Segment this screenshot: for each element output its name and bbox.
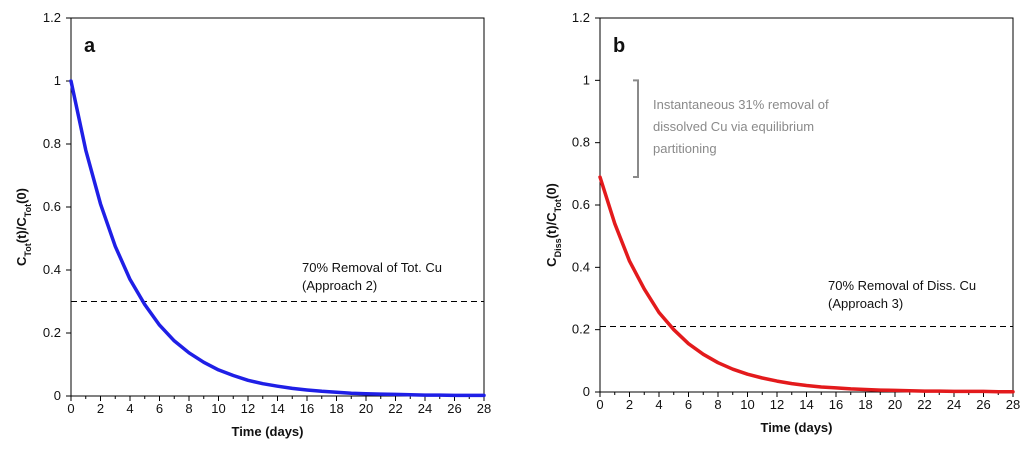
y-tick-label: 0 bbox=[54, 388, 61, 403]
x-tick-label: 26 bbox=[447, 401, 461, 416]
y-tick-label: 0.8 bbox=[43, 136, 61, 151]
x-tick-label: 6 bbox=[156, 401, 163, 416]
chart-panel-a: 00.20.40.60.811.20 2 4 6 8 10 12 14 16 18 20 22 24 26… bbox=[14, 10, 491, 439]
x-tick-label: 2 bbox=[626, 397, 633, 412]
y-tick-label: 0.4 bbox=[43, 262, 61, 277]
x-tick-label: 20 bbox=[359, 401, 373, 416]
x-tick-label: 14 bbox=[270, 401, 284, 416]
y-tick-label: 0.4 bbox=[572, 259, 590, 274]
x-tick-label: 0 bbox=[596, 397, 603, 412]
x-tick-label: 8 bbox=[185, 401, 192, 416]
annotation: 70% Removal of Tot. Cu bbox=[302, 260, 442, 275]
x-tick-label: 16 bbox=[829, 397, 843, 412]
x-tick-label: 22 bbox=[917, 397, 931, 412]
series-line-b bbox=[598, 175, 1015, 394]
x-tick-label: 8 bbox=[714, 397, 721, 412]
x-tick-label: 10 bbox=[740, 397, 754, 412]
y-axis-label: CDiss(t)/CTot(0) bbox=[544, 183, 563, 267]
x-axis-label: Time (days) bbox=[760, 420, 832, 435]
y-tick-label: 1 bbox=[54, 73, 61, 88]
x-tick-label: 12 bbox=[241, 401, 255, 416]
x-tick-label: 10 bbox=[211, 401, 225, 416]
chart-panel-b: 00.20.40.60.811.20 2 4 6 8 10 12 14 16 18 20 22 24 26… bbox=[544, 10, 1020, 435]
x-tick-label: 6 bbox=[685, 397, 692, 412]
y-tick-label: 0.2 bbox=[572, 322, 590, 337]
x-tick-label: 22 bbox=[388, 401, 402, 416]
x-axis-label: Time (days) bbox=[231, 424, 303, 439]
x-tick-label: 20 bbox=[888, 397, 902, 412]
y-tick-label: 0.8 bbox=[572, 135, 590, 150]
removal-bracket bbox=[633, 79, 639, 178]
panel-label: a bbox=[84, 35, 96, 57]
annotation: (Approach 2) bbox=[302, 278, 377, 293]
x-tick-label: 26 bbox=[976, 397, 990, 412]
y-axis-label: CTot(t)/CTot(0) bbox=[14, 188, 33, 266]
y-tick-label: 0.2 bbox=[43, 325, 61, 340]
x-tick-label: 4 bbox=[655, 397, 662, 412]
series-line-a bbox=[69, 79, 486, 398]
annotation: (Approach 3) bbox=[828, 296, 903, 311]
annotation: Instantaneous 31% removal of bbox=[653, 97, 829, 112]
plot-area bbox=[70, 17, 485, 397]
y-tick-label: 0.6 bbox=[43, 199, 61, 214]
x-tick-label: 18 bbox=[329, 401, 343, 416]
x-tick-label: 28 bbox=[477, 401, 491, 416]
x-tick-label: 12 bbox=[770, 397, 784, 412]
x-tick-label: 16 bbox=[300, 401, 314, 416]
x-tick-label: 14 bbox=[799, 397, 813, 412]
x-tick-label: 18 bbox=[858, 397, 872, 412]
x-tick-label: 24 bbox=[418, 401, 432, 416]
x-tick-label: 0 bbox=[67, 401, 74, 416]
y-tick-label: 0 bbox=[583, 384, 590, 399]
panel-label: b bbox=[613, 35, 625, 57]
y-tick-label: 1 bbox=[583, 72, 590, 87]
y-tick-label: 1.2 bbox=[572, 10, 590, 25]
plot-area bbox=[599, 17, 1014, 393]
x-tick-label: 2 bbox=[97, 401, 104, 416]
y-tick-label: 0.6 bbox=[572, 197, 590, 212]
annotation: dissolved Cu via equilibrium bbox=[653, 119, 814, 134]
x-tick-label: 28 bbox=[1006, 397, 1020, 412]
x-tick-label: 24 bbox=[947, 397, 961, 412]
annotation: partitioning bbox=[653, 141, 717, 156]
annotation: 70% Removal of Diss. Cu bbox=[828, 278, 976, 293]
y-tick-label: 1.2 bbox=[43, 10, 61, 25]
x-tick-label: 4 bbox=[126, 401, 133, 416]
